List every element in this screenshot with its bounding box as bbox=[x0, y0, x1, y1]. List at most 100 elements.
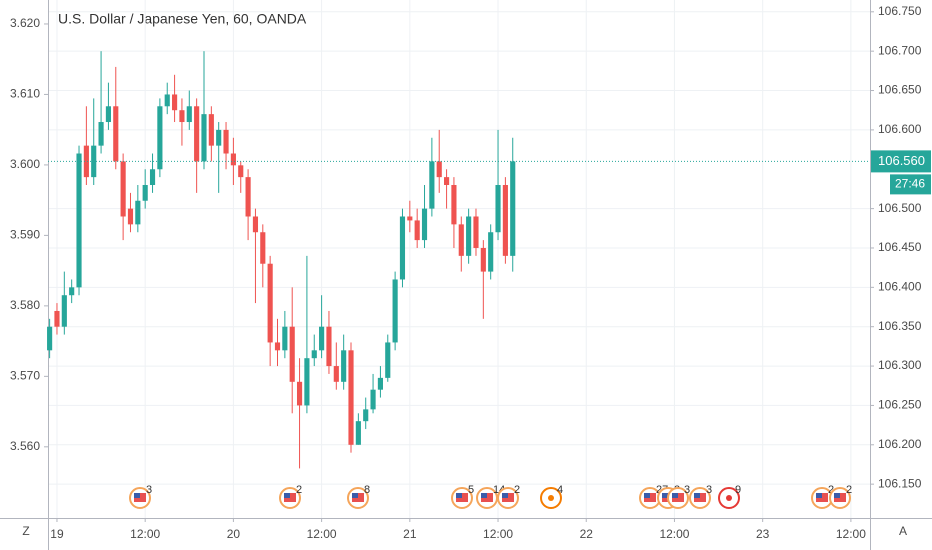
candle-body bbox=[113, 106, 119, 162]
candle-body bbox=[47, 326, 53, 351]
event-marker[interactable]: 4 bbox=[540, 484, 563, 509]
candle-body bbox=[260, 232, 266, 264]
y-tick-label: 106.150 bbox=[878, 476, 922, 490]
candle-body bbox=[149, 169, 156, 185]
y2-tick-label: 3.620 bbox=[10, 16, 40, 30]
y-tick-label: 106.350 bbox=[878, 319, 922, 333]
event-marker[interactable]: 3 bbox=[689, 484, 712, 509]
event-count: 2 bbox=[296, 484, 302, 496]
event-count: 4 bbox=[557, 484, 563, 496]
corner-button[interactable]: A bbox=[899, 524, 907, 538]
event-marker[interactable]: 3 bbox=[667, 484, 690, 509]
y-tick-label: 106.300 bbox=[878, 358, 922, 372]
y-tick-label: 106.400 bbox=[878, 280, 922, 294]
candle-body bbox=[414, 220, 420, 241]
y-tick-label: 106.650 bbox=[878, 83, 922, 97]
event-marker[interactable]: 8 bbox=[347, 484, 370, 509]
event-flag bbox=[816, 493, 822, 498]
event-flag bbox=[456, 493, 462, 498]
candle-body bbox=[223, 129, 229, 154]
candle-body bbox=[473, 216, 479, 248]
candle-body bbox=[120, 161, 126, 217]
event-flag bbox=[644, 493, 650, 498]
event-marker[interactable]: 3 bbox=[129, 484, 152, 509]
candle-body bbox=[429, 161, 435, 209]
event-flag bbox=[481, 493, 487, 498]
candle-body bbox=[105, 106, 111, 123]
candle-body bbox=[201, 114, 207, 162]
candle-body bbox=[392, 279, 398, 343]
event-flag bbox=[662, 493, 668, 498]
candle-body bbox=[296, 381, 303, 406]
event-marker[interactable]: 2 bbox=[497, 484, 520, 509]
candle-body bbox=[370, 389, 376, 410]
event-count: 9 bbox=[735, 484, 741, 496]
event-count: 2 bbox=[828, 484, 834, 496]
event-flag bbox=[284, 493, 290, 498]
event-marker[interactable]: 2 bbox=[829, 484, 852, 509]
event-flag bbox=[352, 493, 358, 498]
x-tick-label: 19 bbox=[50, 527, 64, 541]
x-tick-label: 22 bbox=[580, 527, 594, 541]
candle-body bbox=[466, 216, 472, 256]
candle-body bbox=[179, 110, 185, 123]
candle-body bbox=[69, 287, 75, 296]
candle-body bbox=[194, 106, 200, 162]
candle-body bbox=[164, 94, 170, 107]
event-count: 3 bbox=[706, 484, 712, 496]
y2-tick-label: 3.610 bbox=[10, 87, 40, 101]
x-tick-label: 20 bbox=[227, 527, 241, 541]
event-flag bbox=[672, 493, 678, 498]
x-tick-label: 23 bbox=[756, 527, 770, 541]
y2-tick-label: 3.560 bbox=[10, 439, 40, 453]
y2-tick-label: 3.580 bbox=[10, 298, 40, 312]
event-flag bbox=[834, 493, 840, 498]
candle-body bbox=[436, 161, 442, 178]
candle-body bbox=[488, 232, 494, 272]
candle-body bbox=[61, 295, 67, 327]
candle-body bbox=[502, 185, 508, 256]
y-tick-label: 106.200 bbox=[878, 437, 922, 451]
event-dot bbox=[726, 495, 732, 501]
event-count: 5 bbox=[468, 484, 474, 496]
candle-body bbox=[135, 200, 141, 225]
candle-body bbox=[157, 106, 163, 170]
y2-tick-label: 3.570 bbox=[10, 369, 40, 383]
event-count: 8 bbox=[364, 484, 370, 496]
x-tick-label: 12:00 bbox=[659, 527, 689, 541]
event-marker[interactable]: 5 bbox=[451, 484, 474, 509]
candle-body bbox=[54, 310, 60, 327]
candle-body bbox=[172, 94, 178, 111]
corner-button[interactable]: Z bbox=[22, 524, 29, 538]
candle-body bbox=[363, 409, 369, 422]
candle-body bbox=[348, 350, 354, 445]
x-tick-label: 12:00 bbox=[483, 527, 513, 541]
candle-body bbox=[311, 350, 317, 359]
last-price-label: 106.560 bbox=[878, 153, 925, 168]
candle-body bbox=[355, 421, 361, 445]
candle-body bbox=[495, 185, 501, 233]
event-count: 2 bbox=[514, 484, 520, 496]
y-tick-label: 106.750 bbox=[878, 4, 922, 18]
x-tick-label: 12:00 bbox=[130, 527, 160, 541]
candle-body bbox=[230, 153, 236, 166]
candle-body bbox=[399, 216, 406, 280]
event-count: 2 bbox=[846, 484, 852, 496]
candle-body bbox=[319, 326, 325, 351]
candle-body bbox=[252, 216, 259, 233]
event-count: 3 bbox=[684, 484, 690, 496]
candle-body bbox=[289, 326, 295, 382]
candle-body bbox=[458, 224, 464, 256]
countdown-box bbox=[890, 174, 931, 195]
x-tick-label: 12:00 bbox=[836, 527, 866, 541]
y-tick-label: 106.700 bbox=[878, 43, 922, 57]
event-marker[interactable]: 2 bbox=[279, 484, 302, 509]
x-tick-label: 21 bbox=[403, 527, 417, 541]
event-marker[interactable]: 9 bbox=[718, 484, 741, 509]
candle-body bbox=[186, 106, 192, 123]
candle-body bbox=[245, 177, 251, 217]
candle-body bbox=[274, 342, 281, 351]
y2-tick-label: 3.600 bbox=[10, 157, 40, 171]
